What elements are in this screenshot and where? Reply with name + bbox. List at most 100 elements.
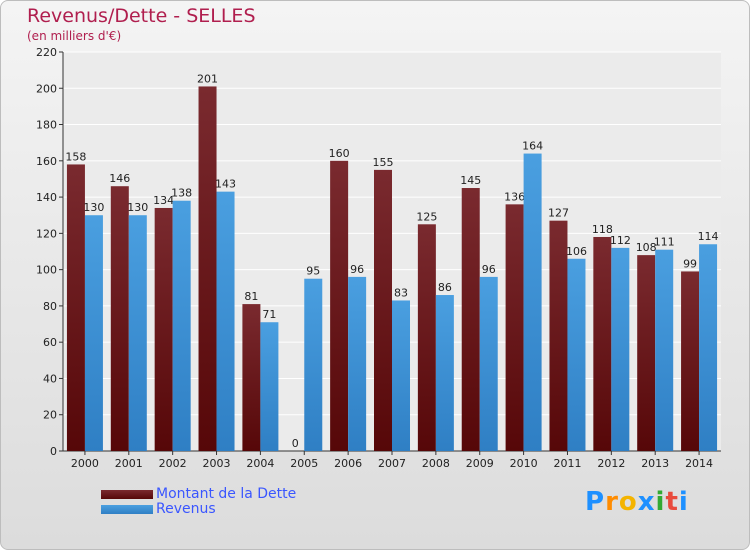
data-label-dette: 99 xyxy=(683,257,697,270)
data-label-dette: 134 xyxy=(153,194,174,207)
y-tick-label: 220 xyxy=(36,46,57,59)
chart-subtitle: (en milliers d'€) xyxy=(27,29,122,43)
bar-revenus xyxy=(699,244,718,451)
y-tick-label: 0 xyxy=(50,445,57,458)
data-label-revenus: 86 xyxy=(438,281,452,294)
x-tick-label: 2009 xyxy=(466,457,494,470)
data-label-dette: 127 xyxy=(548,207,569,220)
data-label-dette: 158 xyxy=(65,150,86,163)
y-tick-label: 100 xyxy=(36,264,57,277)
bar-dette xyxy=(549,220,568,451)
bar-dette xyxy=(110,186,129,451)
y-tick-label: 180 xyxy=(36,119,57,132)
x-tick-label: 2002 xyxy=(159,457,187,470)
chart-title: Revenus/Dette - SELLES xyxy=(27,5,256,27)
x-tick-label: 2011 xyxy=(553,457,581,470)
bar-revenus xyxy=(479,276,498,451)
data-label-revenus: 164 xyxy=(522,140,543,153)
y-tick-label: 80 xyxy=(43,300,57,313)
data-label-revenus: 71 xyxy=(262,308,276,321)
logo-letter: x xyxy=(637,487,656,517)
logo-letter: o xyxy=(618,487,638,517)
bar-revenus xyxy=(172,200,191,451)
x-tick-label: 2013 xyxy=(641,457,669,470)
data-label-dette: 201 xyxy=(197,72,218,85)
data-label-dette: 108 xyxy=(636,241,657,254)
bar-dette xyxy=(330,160,349,451)
bar-dette xyxy=(461,188,480,452)
legend-swatch-dette xyxy=(101,490,153,499)
data-label-dette: 81 xyxy=(244,290,258,303)
data-label-dette: 0 xyxy=(292,437,299,450)
data-label-revenus: 114 xyxy=(698,230,719,243)
logo-letter: i xyxy=(655,487,666,517)
x-tick-label: 2012 xyxy=(597,457,625,470)
bar-revenus xyxy=(304,278,323,451)
bar-dette xyxy=(593,236,612,451)
proxiti-logo: Proxiti xyxy=(585,487,689,517)
bar-revenus xyxy=(567,258,586,451)
data-label-revenus: 106 xyxy=(566,245,587,258)
data-label-dette: 145 xyxy=(460,174,481,187)
bar-dette xyxy=(374,169,392,452)
bar-dette xyxy=(505,204,524,451)
data-label-dette: 118 xyxy=(592,223,613,236)
data-label-revenus: 130 xyxy=(127,201,148,214)
data-label-dette: 160 xyxy=(329,147,350,160)
data-label-dette: 136 xyxy=(504,190,525,203)
logo-letter: t xyxy=(665,487,679,517)
data-label-revenus: 96 xyxy=(350,263,364,276)
y-tick-label: 200 xyxy=(36,82,57,95)
x-tick-label: 2008 xyxy=(422,457,450,470)
data-label-dette: 146 xyxy=(109,172,130,185)
x-tick-label: 2014 xyxy=(685,457,713,470)
data-label-revenus: 111 xyxy=(654,236,675,249)
bar-dette xyxy=(66,164,85,452)
data-label-revenus: 112 xyxy=(610,234,631,247)
y-tick-label: 120 xyxy=(36,227,57,240)
data-label-dette: 155 xyxy=(373,156,394,169)
logo-letter: r xyxy=(605,487,619,517)
legend-label-revenus: Revenus xyxy=(156,501,216,517)
data-label-revenus: 138 xyxy=(171,187,192,200)
bar-revenus xyxy=(216,191,235,451)
logo-letter: P xyxy=(585,487,606,517)
y-tick-label: 140 xyxy=(36,191,57,204)
data-label-revenus: 96 xyxy=(482,263,496,276)
x-tick-label: 2006 xyxy=(334,457,362,470)
x-tick-label: 2004 xyxy=(246,457,274,470)
y-tick-label: 20 xyxy=(43,409,57,422)
y-tick-label: 60 xyxy=(43,336,57,349)
data-label-revenus: 130 xyxy=(83,201,104,214)
x-tick-label: 2007 xyxy=(378,457,406,470)
bar-dette xyxy=(198,86,217,451)
y-tick-label: 160 xyxy=(36,155,57,168)
data-label-revenus: 143 xyxy=(215,178,236,191)
data-label-dette: 125 xyxy=(416,210,437,223)
bar-revenus xyxy=(128,215,147,451)
bar-dette xyxy=(154,207,173,451)
bar-revenus xyxy=(523,153,542,451)
legend-swatch-revenus xyxy=(101,505,153,514)
x-tick-label: 2001 xyxy=(115,457,143,470)
bar-dette xyxy=(417,224,436,451)
bar-dette xyxy=(681,271,700,451)
data-label-revenus: 95 xyxy=(306,265,320,278)
bar-revenus xyxy=(435,295,454,451)
bar-revenus xyxy=(260,322,279,451)
bar-revenus xyxy=(655,249,674,451)
bar-dette xyxy=(637,255,656,451)
y-tick-label: 40 xyxy=(43,372,57,385)
x-tick-label: 2005 xyxy=(290,457,318,470)
x-tick-label: 2000 xyxy=(71,457,99,470)
bar-revenus xyxy=(84,215,103,451)
logo-letter: i xyxy=(678,487,689,517)
bar-revenus xyxy=(348,276,367,451)
x-tick-label: 2010 xyxy=(510,457,538,470)
bar-dette xyxy=(242,304,261,451)
legend-label-dette: Montant de la Dette xyxy=(156,486,297,502)
x-tick-label: 2003 xyxy=(203,457,231,470)
bar-revenus xyxy=(611,247,630,451)
